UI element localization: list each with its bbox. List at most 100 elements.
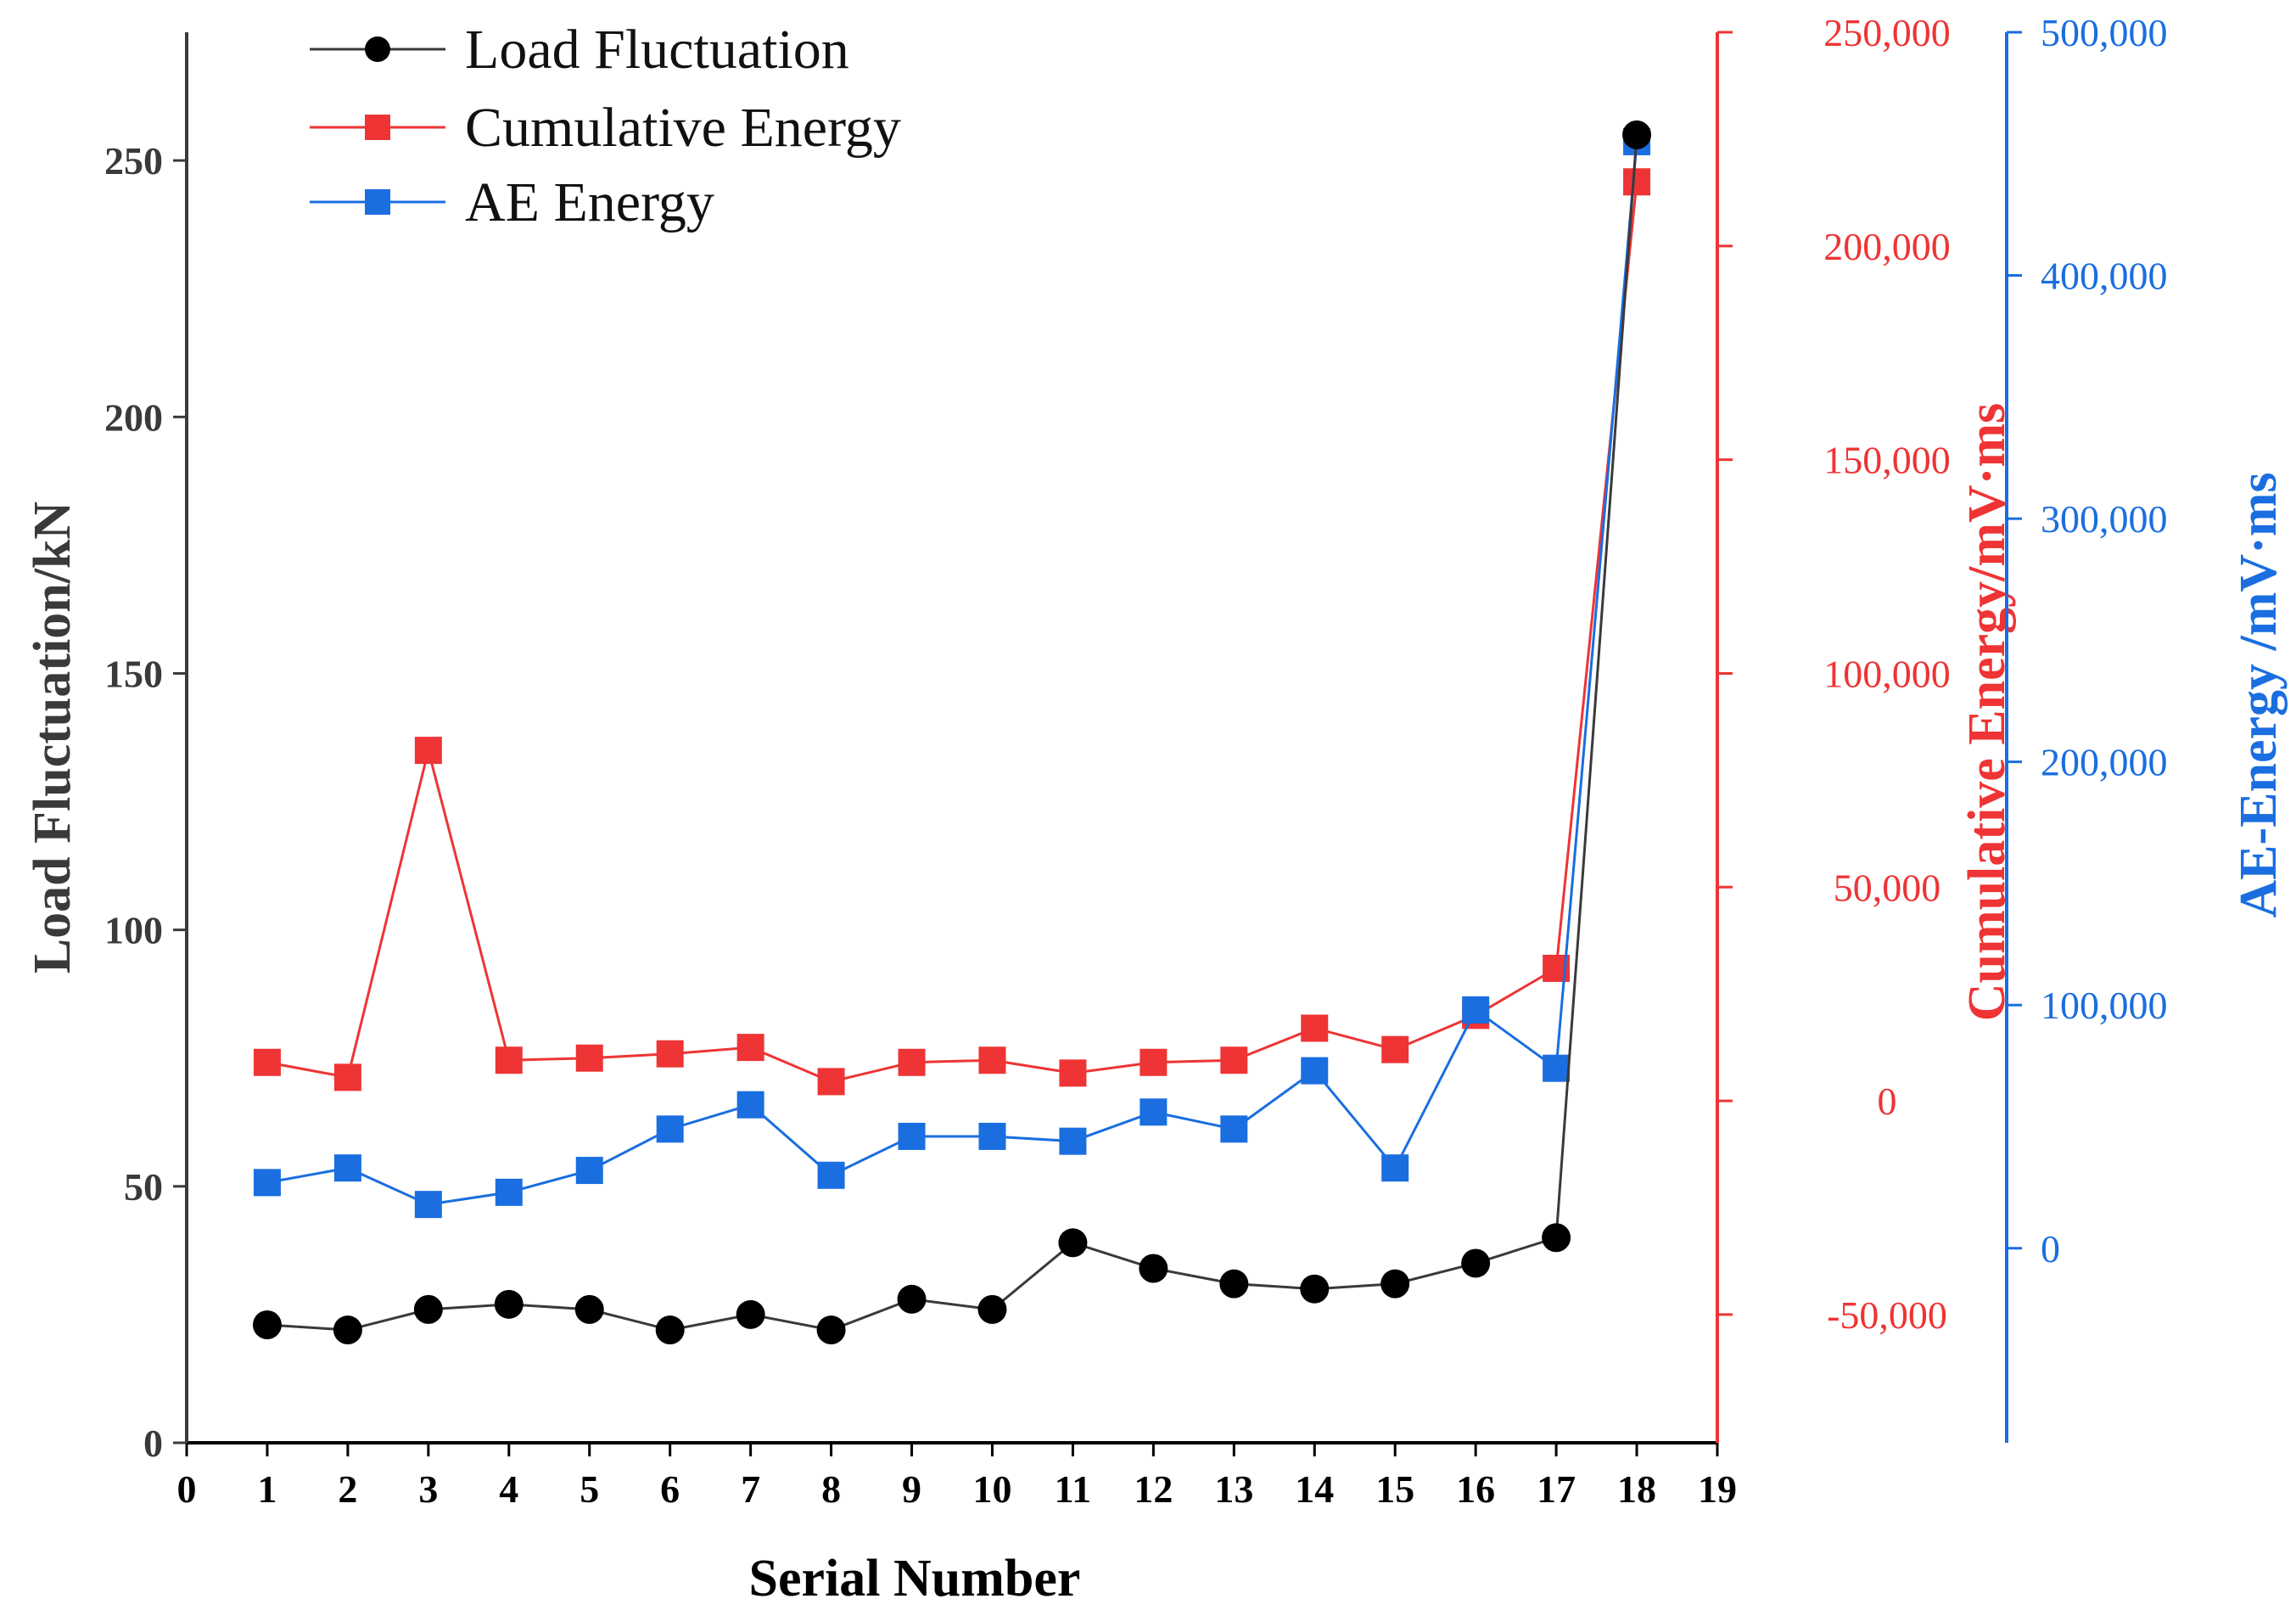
point-cumulative-energy	[253, 1048, 281, 1076]
x-tick-label: 16	[1456, 1467, 1495, 1511]
right1-tick-label: 100,000	[1823, 652, 1951, 695]
point-cumulative-energy	[898, 1048, 926, 1076]
legend-label-ae: AE Energy	[465, 171, 714, 233]
x-tick-label: 18	[1617, 1467, 1656, 1511]
point-ae-energy	[817, 1161, 845, 1189]
point-load-fluctuation	[1139, 1254, 1168, 1283]
point-load-fluctuation	[413, 1294, 443, 1324]
right2-tick-label: 300,000	[2041, 497, 2168, 541]
left-tick-label: 100	[104, 909, 163, 952]
point-load-fluctuation	[1622, 120, 1652, 149]
series-line-cumulative-energy	[266, 182, 1638, 1084]
x-tick-label: 4	[499, 1467, 518, 1511]
x-tick-label: 7	[741, 1467, 760, 1511]
legend: Load Fluctuation Cumulative Energy AE En…	[310, 19, 901, 233]
right1-tick-label: 250,000	[1823, 11, 1951, 54]
point-cumulative-energy	[333, 1063, 361, 1091]
series-line-ae-energy	[266, 141, 1638, 1206]
x-tick-label: 19	[1698, 1467, 1737, 1511]
x-tick-label: 13	[1214, 1467, 1253, 1511]
point-ae-energy	[1140, 1098, 1168, 1126]
legend-marker-load	[365, 36, 390, 62]
point-ae-energy	[1220, 1115, 1248, 1143]
point-load-fluctuation	[333, 1315, 362, 1345]
point-ae-energy	[1301, 1057, 1329, 1085]
right2-tick-label: 400,000	[2041, 255, 2168, 298]
point-cumulative-energy	[1301, 1014, 1329, 1042]
point-cumulative-energy	[1381, 1035, 1409, 1063]
point-cumulative-energy	[575, 1044, 603, 1072]
point-cumulative-energy	[656, 1040, 684, 1068]
point-load-fluctuation	[816, 1315, 846, 1345]
legend-marker-cumulative	[365, 115, 390, 140]
point-cumulative-energy	[817, 1068, 845, 1096]
point-cumulative-energy	[1140, 1048, 1168, 1076]
point-load-fluctuation	[1542, 1223, 1571, 1253]
right1-tick-label: 150,000	[1823, 439, 1951, 482]
point-load-fluctuation	[736, 1299, 765, 1329]
right1-tick-label: -50,000	[1827, 1293, 1947, 1337]
point-load-fluctuation	[1219, 1269, 1249, 1299]
left-tick-label: 200	[104, 395, 163, 439]
x-tick-label: 9	[902, 1467, 921, 1511]
point-ae-energy	[1462, 996, 1490, 1024]
right1-tick-label: 50,000	[1834, 866, 1941, 909]
left-tick-label: 150	[104, 652, 163, 695]
x-tick-label: 8	[821, 1467, 841, 1511]
point-ae-energy	[333, 1154, 361, 1182]
point-load-fluctuation	[574, 1294, 604, 1324]
point-ae-energy	[1381, 1154, 1409, 1182]
point-cumulative-energy	[736, 1034, 764, 1062]
point-ae-energy	[495, 1178, 523, 1206]
point-load-fluctuation	[897, 1284, 927, 1314]
right2-tick-label: 100,000	[2041, 984, 2168, 1027]
point-ae-energy	[656, 1115, 684, 1143]
point-load-fluctuation	[1461, 1248, 1491, 1278]
left-tick-label: 0	[143, 1422, 163, 1465]
x-tick-label: 5	[580, 1467, 599, 1511]
x-tick-label: 6	[660, 1467, 680, 1511]
point-cumulative-energy	[1220, 1046, 1248, 1074]
point-load-fluctuation	[1058, 1228, 1088, 1258]
x-tick-label: 3	[418, 1467, 438, 1511]
x-tick-label: 12	[1134, 1467, 1173, 1511]
left-tick-label: 250	[104, 139, 163, 182]
right2-tick-label: 0	[2041, 1227, 2060, 1271]
point-load-fluctuation	[1300, 1274, 1330, 1304]
series-line-load-fluctuation	[266, 134, 1638, 1332]
point-cumulative-energy	[1623, 168, 1651, 196]
point-cumulative-energy	[978, 1046, 1006, 1074]
right1-tick-label: 0	[1878, 1080, 1897, 1123]
point-ae-energy	[414, 1191, 442, 1219]
point-load-fluctuation	[1380, 1269, 1410, 1299]
point-cumulative-energy	[495, 1046, 523, 1074]
x-tick-label: 10	[972, 1467, 1011, 1511]
x-tick-label: 11	[1055, 1467, 1091, 1511]
legend-label-cumulative: Cumulative Energy	[465, 97, 901, 159]
legend-marker-ae	[365, 189, 390, 215]
right2-tick-label: 500,000	[2041, 11, 2168, 54]
point-ae-energy	[898, 1122, 926, 1150]
right2-axis-title: AE-Energy /mV·ms	[2230, 472, 2288, 917]
legend-label-load: Load Fluctuation	[465, 19, 849, 81]
x-tick-label: 15	[1375, 1467, 1414, 1511]
left-axis-title: Load Fluctuation/kN	[24, 502, 81, 973]
point-ae-energy	[978, 1122, 1006, 1150]
point-cumulative-energy	[414, 737, 442, 765]
point-load-fluctuation	[252, 1310, 282, 1339]
point-ae-energy	[1543, 1054, 1571, 1082]
x-axis-title: Serial Number	[749, 1550, 1081, 1607]
left-tick-label: 50	[124, 1165, 163, 1209]
x-tick-label: 17	[1537, 1467, 1576, 1511]
right1-tick-label: 200,000	[1823, 225, 1951, 268]
point-load-fluctuation	[494, 1289, 524, 1319]
x-tick-label: 14	[1295, 1467, 1334, 1511]
point-load-fluctuation	[655, 1315, 685, 1345]
point-load-fluctuation	[977, 1294, 1007, 1324]
point-ae-energy	[575, 1157, 603, 1185]
x-tick-label: 2	[338, 1467, 357, 1511]
point-ae-energy	[1059, 1127, 1087, 1155]
point-ae-energy	[736, 1091, 764, 1119]
